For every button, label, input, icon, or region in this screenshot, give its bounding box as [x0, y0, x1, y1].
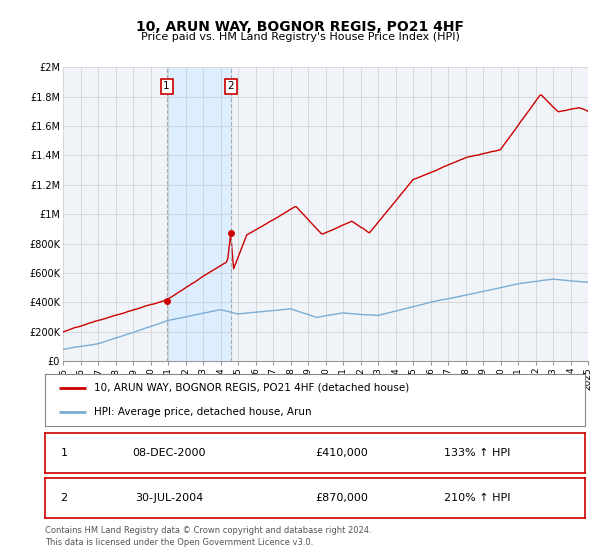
Text: 1: 1 — [61, 448, 67, 458]
Text: 30-JUL-2004: 30-JUL-2004 — [135, 493, 203, 503]
Text: 133% ↑ HPI: 133% ↑ HPI — [444, 448, 510, 458]
Text: £870,000: £870,000 — [316, 493, 368, 503]
Text: HPI: Average price, detached house, Arun: HPI: Average price, detached house, Arun — [94, 407, 311, 417]
Text: Price paid vs. HM Land Registry's House Price Index (HPI): Price paid vs. HM Land Registry's House … — [140, 32, 460, 43]
Text: This data is licensed under the Open Government Licence v3.0.: This data is licensed under the Open Gov… — [45, 538, 313, 547]
Text: 08-DEC-2000: 08-DEC-2000 — [133, 448, 206, 458]
Text: £410,000: £410,000 — [316, 448, 368, 458]
Text: 10, ARUN WAY, BOGNOR REGIS, PO21 4HF (detached house): 10, ARUN WAY, BOGNOR REGIS, PO21 4HF (de… — [94, 383, 409, 393]
Text: 2: 2 — [227, 81, 234, 91]
Text: Contains HM Land Registry data © Crown copyright and database right 2024.: Contains HM Land Registry data © Crown c… — [45, 526, 371, 535]
Text: 1: 1 — [163, 81, 170, 91]
Text: 210% ↑ HPI: 210% ↑ HPI — [444, 493, 510, 503]
Bar — [167, 67, 230, 361]
Text: 10, ARUN WAY, BOGNOR REGIS, PO21 4HF: 10, ARUN WAY, BOGNOR REGIS, PO21 4HF — [136, 20, 464, 34]
Text: 2: 2 — [61, 493, 67, 503]
